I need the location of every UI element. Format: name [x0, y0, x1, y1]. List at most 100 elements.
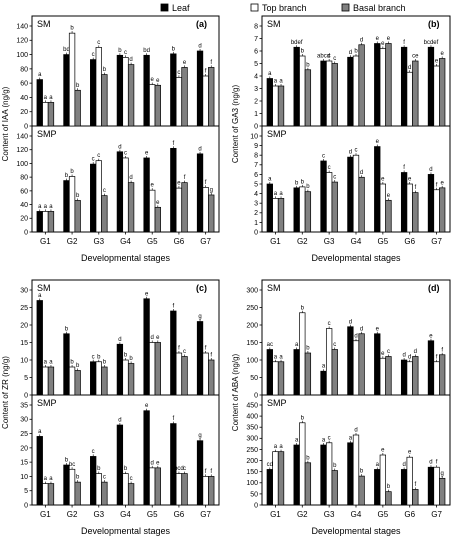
y-tick-label: 8 — [254, 153, 258, 160]
bar-top-branch — [379, 48, 387, 127]
bar-basal-branch — [101, 481, 108, 506]
bar-basal-branch — [74, 370, 81, 396]
bar-leaf — [320, 60, 327, 127]
significance-label: g — [198, 314, 201, 320]
significance-label: e — [151, 77, 155, 83]
significance-label: f — [414, 185, 416, 191]
significance-label: e — [145, 150, 149, 156]
bar-basal-branch — [74, 481, 81, 506]
significance-label: c — [92, 449, 95, 455]
bar-leaf — [374, 43, 381, 127]
significance-label: f — [178, 346, 180, 352]
y-tick-label: 10 — [20, 357, 28, 364]
significance-label: b — [76, 83, 80, 89]
significance-label: b — [118, 48, 122, 54]
bar-top-branch — [272, 198, 279, 233]
significance-label: e — [440, 180, 444, 186]
chart-panel-1: (b) Content of GA3 (ng/g) Developmental st… — [231, 15, 451, 263]
bar-leaf — [36, 211, 43, 233]
significance-label: a — [322, 438, 326, 444]
bar-leaf — [347, 156, 354, 233]
chart-panels: (a) Content of IAA (ng/g) Developmental st… — [1, 15, 451, 536]
legend-item: Top branch — [250, 3, 307, 13]
y-tick-label: 150 — [246, 340, 258, 347]
subplot-title: SM — [267, 19, 281, 29]
y-tick-label: 150 — [246, 469, 258, 476]
y-tick-label: 10 — [250, 133, 258, 140]
significance-label: e — [387, 193, 391, 199]
significance-label: d — [151, 335, 154, 341]
significance-label: d — [349, 150, 352, 156]
significance-label: d — [408, 65, 411, 71]
bar-leaf — [36, 79, 43, 127]
significance-label: bd — [63, 47, 70, 53]
bar-leaf — [116, 424, 124, 506]
bar-basal-branch — [304, 191, 312, 233]
legend-item: Leaf — [160, 3, 190, 13]
significance-label: f — [436, 354, 438, 360]
x-tick-label: G7 — [431, 237, 442, 246]
x-tick-label: G5 — [378, 510, 389, 519]
bar-top-branch — [122, 157, 129, 233]
bar-top-branch — [175, 187, 183, 233]
y-tick-label: 5 — [24, 488, 28, 495]
y-tick-label: 80 — [20, 66, 28, 73]
y-tick-label: 300 — [246, 287, 258, 294]
significance-label: a — [274, 444, 278, 450]
y-tick-label: 100 — [246, 480, 258, 487]
bar-leaf — [266, 349, 273, 396]
bar-top-branch — [149, 84, 156, 127]
significance-label: f — [403, 40, 405, 46]
y-tick-label: 120 — [16, 147, 28, 154]
significance-label: b — [306, 346, 310, 352]
significance-label: ac — [267, 342, 273, 348]
significance-label: c — [355, 148, 358, 154]
significance-label: b — [70, 169, 74, 175]
panel-letter: (d) — [428, 283, 440, 293]
bar-top-branch — [68, 366, 76, 396]
bar-top-branch — [379, 357, 387, 396]
bar-top-branch — [406, 456, 413, 506]
significance-label: a — [44, 95, 48, 101]
significance-label: c — [92, 52, 95, 58]
significance-label: a — [38, 204, 42, 210]
bar-leaf — [116, 151, 124, 233]
y-tick-label: 0 — [254, 123, 258, 130]
significance-label: a — [49, 360, 53, 366]
significance-label: c — [328, 435, 331, 441]
bar-basal-branch — [277, 451, 285, 506]
y-tick-label: 300 — [246, 436, 258, 443]
y-tick-label: 140 — [16, 23, 28, 30]
significance-label: f — [172, 416, 174, 422]
significance-label: b — [124, 353, 128, 359]
significance-label: f — [205, 69, 207, 75]
bar-top-branch — [68, 176, 76, 233]
significance-label: b — [76, 193, 80, 199]
significance-label: e — [381, 448, 385, 454]
y-tick-label: 0 — [24, 392, 28, 399]
y-tick-label: 4 — [254, 73, 258, 80]
bar-top-branch — [42, 102, 49, 127]
bar-top-branch — [42, 366, 49, 396]
bar-leaf — [400, 469, 408, 506]
significance-label: c — [322, 153, 325, 159]
bar-top-branch — [175, 473, 183, 506]
y-tick-label: 7 — [254, 36, 258, 43]
significance-label: c — [183, 349, 186, 355]
x-tick-label: G3 — [324, 237, 335, 246]
x-tick-label: G1 — [40, 237, 51, 246]
bar-top-branch — [42, 211, 49, 233]
significance-label: d — [349, 319, 352, 325]
x-tick-label: G5 — [378, 237, 389, 246]
chart-panel-0: (a) Content of IAA (ng/g) Developmental st… — [1, 15, 220, 263]
bar-basal-branch — [358, 44, 365, 127]
y-tick-label: 60 — [20, 81, 28, 88]
x-axis-label: Developmental stages — [81, 526, 171, 536]
significance-label: a — [279, 79, 283, 85]
subplot-title: SMP — [267, 398, 287, 408]
significance-label: f — [414, 482, 416, 488]
y-tick-label: 1 — [254, 220, 258, 227]
significance-label: b — [301, 179, 305, 185]
